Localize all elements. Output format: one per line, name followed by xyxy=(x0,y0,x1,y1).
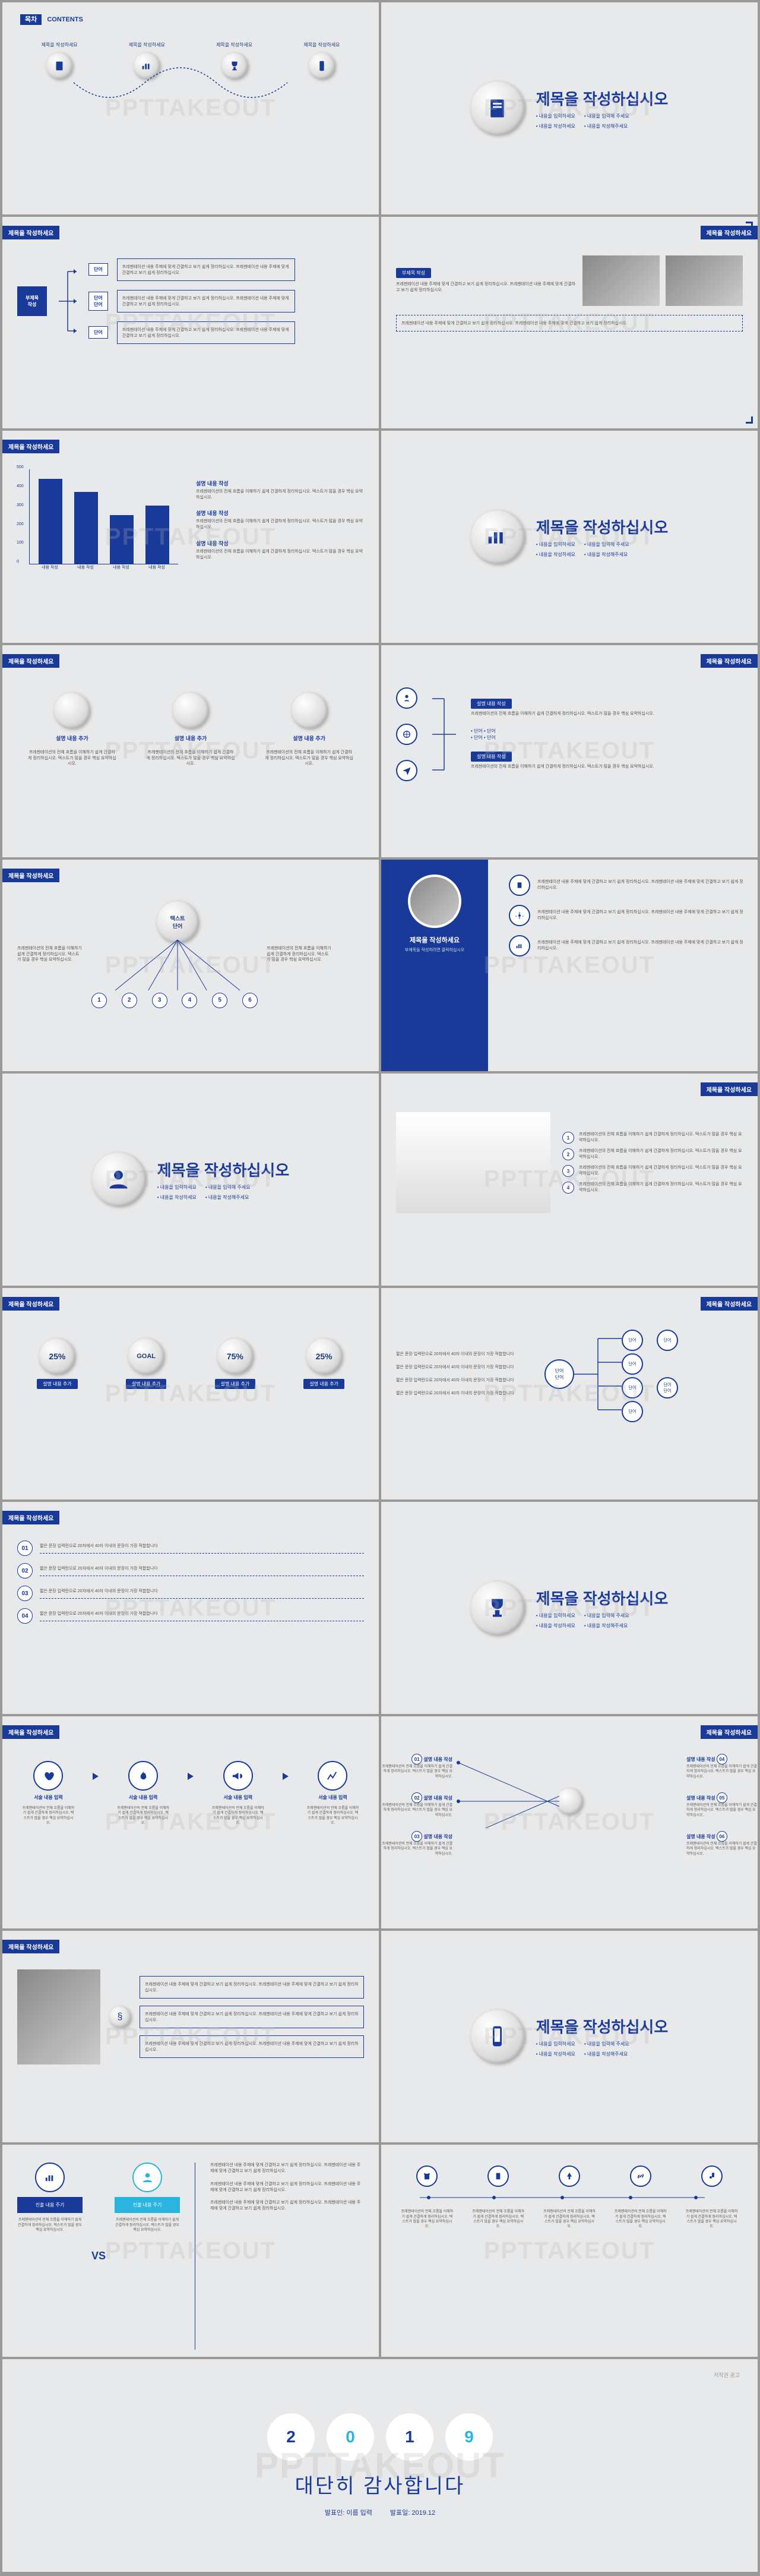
link-icon xyxy=(630,2165,651,2187)
user-icon xyxy=(132,2163,162,2192)
slide-icons-row: PPTTAKEOUT 프레젠테이션의 전체 흐름을 이해하기 쉽게 간결하게 정… xyxy=(381,2145,758,2357)
slide-photos: PPTTAKEOUT 제목을 작성하세요 부제목 작성 프레젠테이션 내용 주제… xyxy=(381,217,758,429)
flow-connector xyxy=(59,266,77,337)
chart-icon xyxy=(509,935,530,956)
plane-icon xyxy=(396,760,417,781)
phone-icon xyxy=(471,2010,524,2063)
slide-title: 제목을 작성하십시오 xyxy=(536,87,669,109)
thanks-title: 대단히 감사합니다 xyxy=(295,2470,466,2499)
slide-flowchart: PPTTAKEOUT 제목을 작성하세요 부제목 작성 단어프레젠테이션 내용 … xyxy=(2,217,379,429)
chart-icon xyxy=(318,1761,347,1791)
slide-butterfly: PPTTAKEOUT 제목을 작성하세요 01 설명 내용 작성프레젠테이션의 … xyxy=(381,1716,758,1928)
slide-phone: PPTTAKEOUT 제목을 작성하세요 § 프레젠테이션 내용 주제에 맞게 … xyxy=(2,1931,379,2143)
slide-title-3: PPTTAKEOUT 제목을 작성하십시오 내용을 입력하세요내용을 입력해 주… xyxy=(2,1074,379,1286)
fire-icon xyxy=(128,1761,158,1791)
slide-radial: PPTTAKEOUT 제목을 작성하세요 프레젠테이션의 전체 흐름을 이해하기… xyxy=(2,860,379,1072)
slide-numbered-list: PPTTAKEOUT 제목을 작성하세요 01짧은 문장 입력란으로 20자에서… xyxy=(2,1502,379,1714)
center-node xyxy=(556,1788,582,1814)
circle-item xyxy=(54,693,90,728)
chart-icon xyxy=(35,2163,65,2192)
chart-icon xyxy=(471,510,524,564)
trophy-icon xyxy=(471,1581,524,1635)
photo-placeholder xyxy=(582,255,660,306)
slide-subtitle: 내용을 입력하세요내용을 입력해 주세요 xyxy=(536,113,669,119)
toc-item-label: 제목을 작성하세요 xyxy=(42,42,78,48)
slide-toc: PPTTAKEOUT 목차 CONTENTS 제목을 작성하세요 제목을 작성하… xyxy=(2,2,379,214)
percent-circle: 25% xyxy=(39,1338,75,1374)
slide-thanks: PPTTAKEOUT 저작권 공고 2 0 1 9 대단히 감사합니다 발표인:… xyxy=(2,2359,758,2572)
slide-title-4: PPTTAKEOUT 제목을 작성하십시오 내용을 입력하세요내용을 입력해 주… xyxy=(381,1502,758,1714)
doc-icon xyxy=(509,875,530,896)
head-icon xyxy=(396,687,417,709)
photo-placeholder xyxy=(396,1112,550,1213)
heart-icon xyxy=(33,1761,63,1791)
slide-process: PPTTAKEOUT 제목을 작성하세요 서술 내용 입력프레젠테이션의 전체 … xyxy=(2,1716,379,1928)
megaphone-icon xyxy=(223,1761,253,1791)
photo-placeholder xyxy=(666,255,743,306)
globe-icon xyxy=(396,724,417,745)
date: 발표일: 2019.12 xyxy=(390,2508,435,2517)
slide-hierarchy: PPTTAKEOUT 제목을 작성하세요 짧은 문장 입력란으로 20자에서 4… xyxy=(381,1288,758,1500)
slide-3circles: PPTTAKEOUT 제목을 작성하세요 설명 내용 추가프레젠테이션의 전체 … xyxy=(2,645,379,857)
photo-caption: 부제목 작성 xyxy=(396,268,431,278)
flow-root: 부제목 작성 xyxy=(17,286,47,316)
doc-icon xyxy=(487,2165,509,2187)
tree-icon xyxy=(559,2165,580,2187)
slide-title-2: PPTTAKEOUT 제목을 작성하십시오 내용을 입력하세요내용을 입력해 주… xyxy=(381,431,758,643)
slide-image-list: PPTTAKEOUT 제목을 작성하세요 1프레젠테이션의 전체 흐름을 이해하… xyxy=(381,1074,758,1286)
tree-connector xyxy=(432,687,456,782)
slide-title-1: PPTTAKEOUT 제목을 작성하십시오 내용을 입력하세요내용을 입력해 주… xyxy=(381,2,758,214)
slide-percents: PPTTAKEOUT 제목을 작성하세요 25%설명 내용 추가 GOAL설명 … xyxy=(2,1288,379,1500)
toc-header: 목차 CONTENTS xyxy=(20,14,361,24)
bar xyxy=(39,479,62,564)
slide-vs: PPTTAKEOUT 진출 내용 주기 프레젠테이션의 전체 흐름을 이해하기 … xyxy=(2,2145,379,2357)
year-digit: 2 xyxy=(267,2413,315,2461)
slide-barchart: PPTTAKEOUT 제목을 작성하세요 0100200300400500 내용… xyxy=(2,431,379,643)
connector-lines xyxy=(38,59,323,106)
shirt-icon xyxy=(416,2165,438,2187)
bar-chart: 0100200300400500 xyxy=(29,469,178,564)
phone-photo xyxy=(17,1969,100,2064)
gear-icon xyxy=(509,905,530,926)
slide-tree: PPTTAKEOUT 제목을 작성하세요 설명 내용 작성프레젠테이션의 전체 … xyxy=(381,645,758,857)
user-icon xyxy=(92,1153,145,1206)
avatar xyxy=(408,875,461,928)
slide-title-5: PPTTAKEOUT 제목을 작성하십시오 내용을 입력하세요내용을 입력해 주… xyxy=(381,1931,758,2143)
doc-icon xyxy=(471,81,524,135)
slide-profile: PPTTAKEOUT 제목을 작성하세요 부제목을 작성하려면 클릭하십시오 프… xyxy=(381,860,758,1072)
music-icon xyxy=(701,2165,723,2187)
presenter: 발표인: 이름 입력 xyxy=(325,2508,372,2517)
section-icon: § xyxy=(109,2006,131,2028)
